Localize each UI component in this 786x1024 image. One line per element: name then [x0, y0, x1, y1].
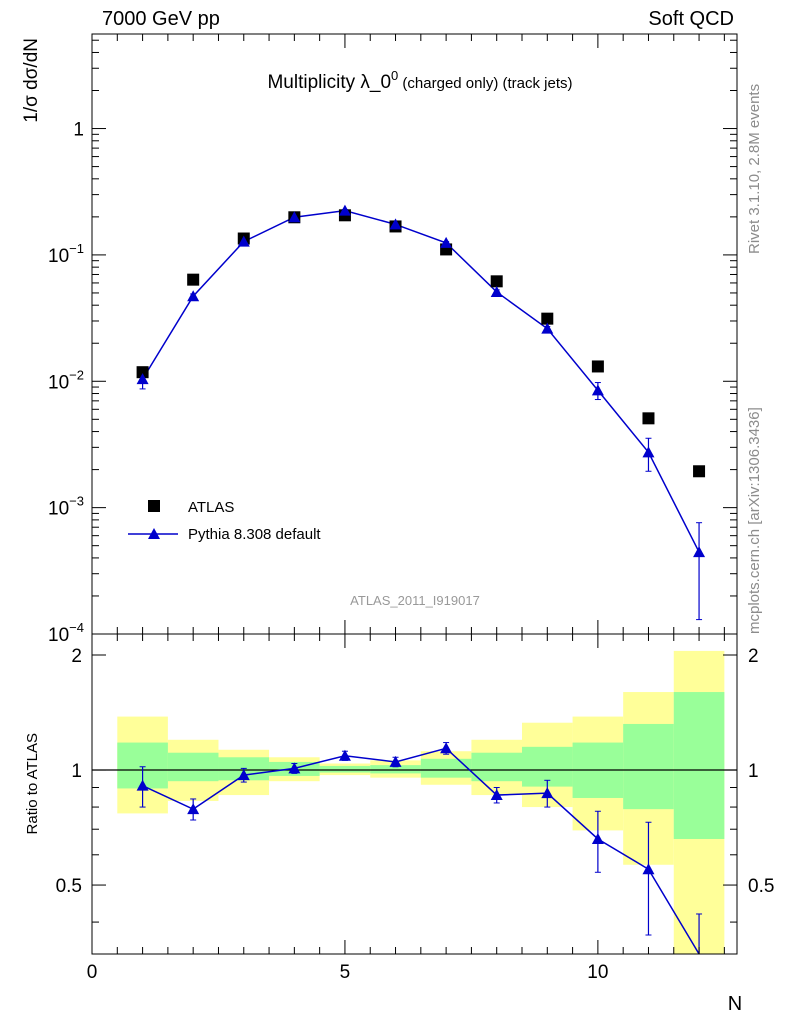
- y-tick-label: 10−3: [48, 494, 84, 520]
- inner-uncertainty-band: [167, 752, 219, 782]
- legend-pythia-label: Pythia 8.308 default: [188, 526, 321, 543]
- inner-uncertainty-band: [319, 765, 371, 773]
- legend-atlas-label: ATLAS: [188, 499, 234, 516]
- pythia-ratio-point: [288, 762, 301, 774]
- plot-title: Multiplicity λ_00 (charged only) (track …: [267, 68, 572, 93]
- ratio-y-tick-label-right: 2: [748, 646, 759, 667]
- main-panel: 10−4 10−3 10−2 10−1 1 Multiplicity λ_00 (cha…: [21, 33, 738, 646]
- pythia-ratio-point: [338, 749, 351, 761]
- x-axis-label: N: [728, 993, 742, 1015]
- pythia-data-point: [490, 285, 503, 297]
- ratio-y-tick-label-right: 0.5: [748, 876, 774, 897]
- y-tick-label: 1: [73, 120, 84, 141]
- pythia-data-point: [541, 322, 554, 334]
- ratio-panel: 0 5 10 0.5 0.5 1 1 2 2 Ratio to ATLAS N: [24, 633, 774, 1015]
- pythia-ratio-point: [541, 787, 554, 799]
- inner-uncertainty-band: [471, 752, 522, 782]
- atlas-data-point: [490, 275, 503, 288]
- header-analysis-group: Soft QCD: [648, 8, 734, 30]
- inner-uncertainty-band: [673, 692, 725, 839]
- pythia-ratio-point: [591, 832, 604, 844]
- ratio-y-tick-label: 0.5: [56, 876, 82, 897]
- ratio-y-axis-label: Ratio to ATLAS: [24, 733, 41, 834]
- atlas-data-point: [541, 312, 554, 325]
- header-beam-energy: 7000 GeV pp: [102, 8, 220, 30]
- main-frame: [91, 33, 738, 635]
- pythia-data-point: [338, 204, 351, 216]
- pythia-ratio-point: [237, 769, 250, 781]
- pythia-data-point: [591, 384, 604, 396]
- pythia-data-point: [187, 290, 200, 302]
- pythia-ratio-point: [642, 863, 655, 875]
- pythia-series-line: [141, 209, 700, 553]
- ratio-frame: [91, 633, 738, 955]
- pythia-data-point: [288, 211, 301, 223]
- y-axis-label: 1/σ dσ/dN: [21, 38, 42, 123]
- pythia-ratio-point: [490, 789, 503, 801]
- ratio-y-tick-label: 2: [71, 646, 82, 667]
- pythia-data-point: [440, 236, 453, 248]
- x-tick-label: 10: [587, 962, 608, 983]
- atlas-data-point: [591, 360, 604, 373]
- atlas-data-point: [693, 465, 706, 478]
- atlas-data-point: [136, 366, 149, 379]
- y-tick-label: 10−1: [48, 241, 84, 267]
- ratio-y-tick-label-right: 1: [748, 761, 759, 782]
- inner-uncertainty-band: [370, 765, 421, 774]
- y-tick-label: 10−2: [48, 367, 84, 393]
- inner-uncertainty-band: [420, 758, 472, 778]
- pythia-data-point: [642, 446, 655, 458]
- x-tick-label: 5: [340, 962, 351, 983]
- pythia-data-point: [693, 546, 706, 558]
- x-tick-label: 0: [87, 962, 98, 983]
- analysis-watermark: ATLAS_2011_I919017: [350, 593, 480, 608]
- ratio-y-tick-label: 1: [71, 761, 82, 782]
- pythia-data-point: [389, 218, 402, 230]
- atlas-data-point: [642, 412, 655, 425]
- y-tick-label: 10−4: [48, 620, 84, 646]
- pythia-ratio-point: [389, 755, 402, 767]
- legend-atlas-marker: [148, 500, 160, 512]
- pythia-ratio-line: [142, 747, 700, 955]
- pythia-ratio-point: [440, 742, 453, 754]
- pythia-ratio-point: [187, 803, 200, 815]
- pythia-ratio-point: [136, 779, 149, 791]
- legend-pythia-marker: [148, 528, 160, 539]
- legend: ATLAS Pythia 8.308 default: [128, 499, 321, 543]
- pythia-data-point: [237, 235, 250, 247]
- inner-uncertainty-band: [623, 723, 674, 810]
- atlas-data-point: [187, 273, 200, 286]
- pythia-data-point: [136, 373, 149, 385]
